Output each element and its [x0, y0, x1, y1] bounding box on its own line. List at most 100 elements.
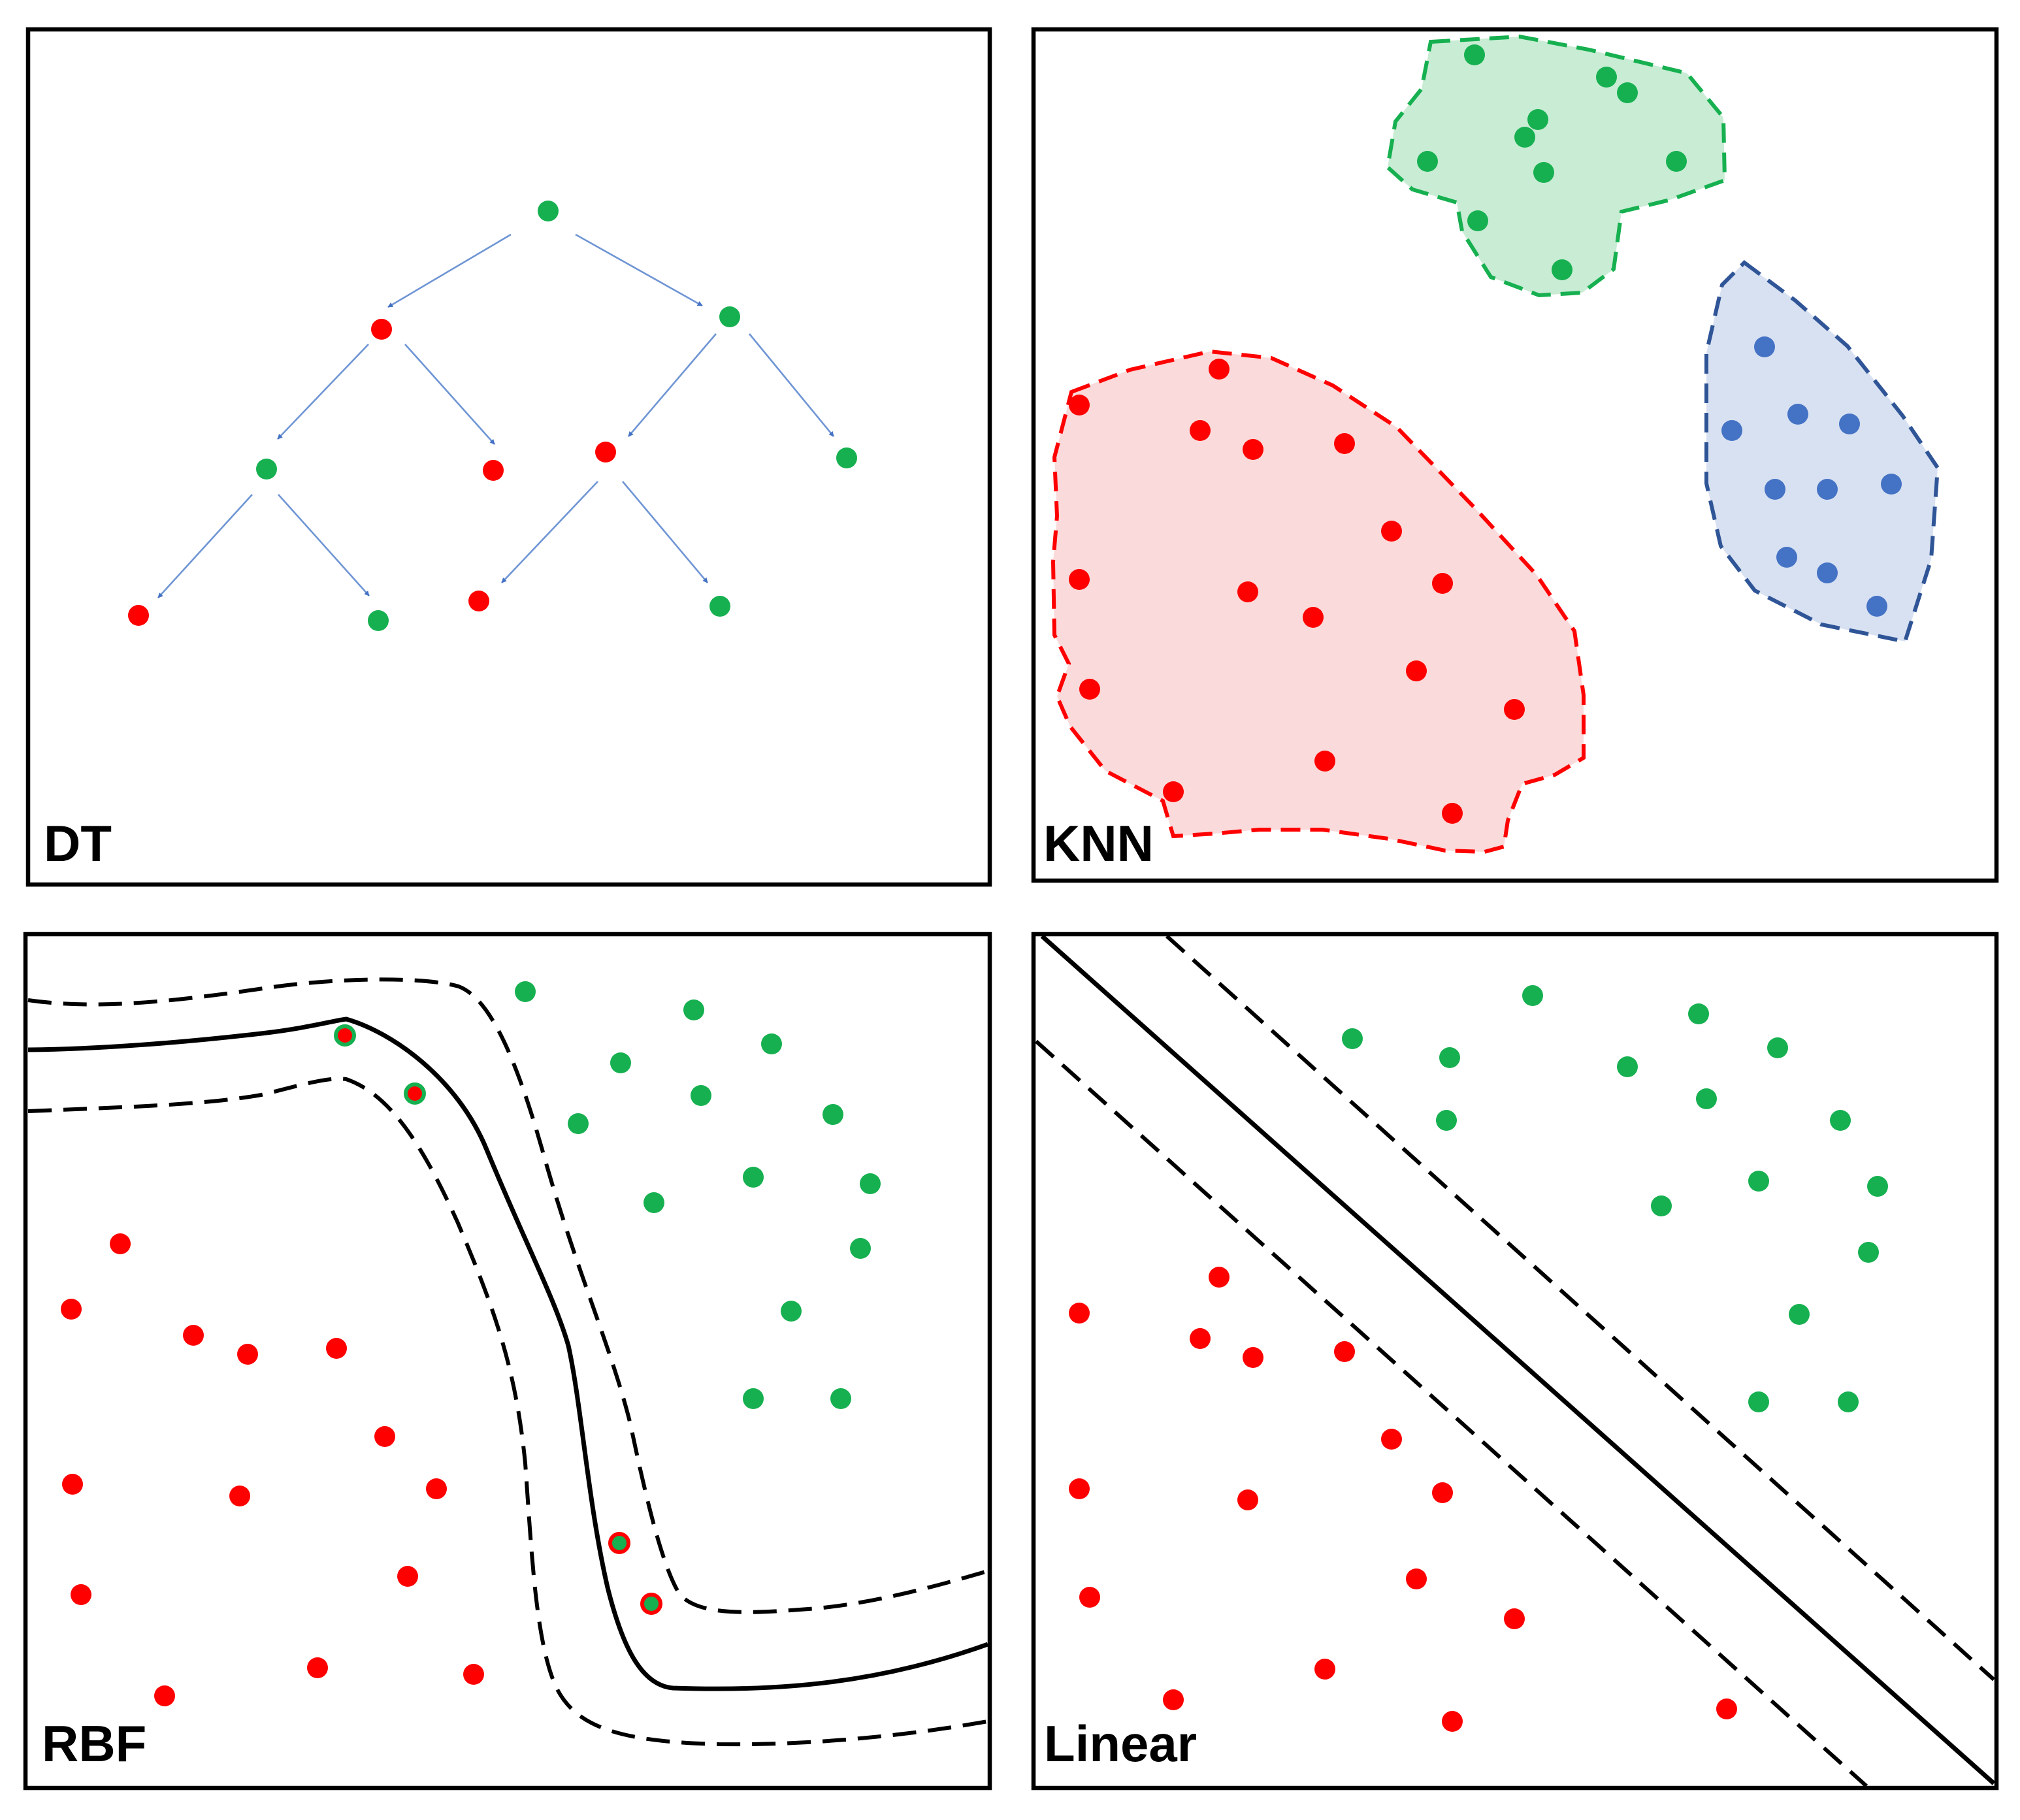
rbf-green-points	[515, 981, 881, 1409]
linear-point-red	[1406, 1568, 1427, 1589]
linear-point-red	[1237, 1489, 1258, 1510]
knn-point-blue	[1721, 420, 1742, 441]
rbf-support-vector	[640, 1593, 662, 1615]
dt-edge	[387, 233, 512, 308]
dt-edge	[748, 333, 835, 437]
rbf-point-green	[691, 1085, 711, 1106]
rbf-point-green	[761, 1033, 782, 1054]
knn-point-red	[1237, 581, 1258, 602]
rbf-point-red	[154, 1685, 175, 1706]
rbf-point-green	[830, 1388, 851, 1409]
knn-point-red	[1243, 439, 1263, 460]
panel-linear-label: Linear	[1044, 1715, 1197, 1772]
dt-node	[719, 306, 740, 327]
dt-edge	[157, 494, 253, 598]
knn-point-green	[1617, 82, 1638, 103]
dt-node	[256, 459, 277, 479]
linear-point-green	[1838, 1391, 1859, 1412]
linear-point-green	[1767, 1037, 1788, 1058]
panel-knn: KNN	[1031, 27, 1999, 883]
linear-point-red	[1334, 1341, 1355, 1362]
linear-point-green	[1867, 1176, 1888, 1197]
rbf-point-green	[515, 981, 536, 1002]
rbf-point-red	[229, 1486, 250, 1506]
linear-boundary	[1040, 934, 1996, 1785]
knn-point-green	[1417, 151, 1438, 172]
dt-node	[368, 610, 389, 631]
linear-point-red	[1243, 1347, 1263, 1368]
rbf-point-red	[307, 1657, 328, 1678]
rbf-point-green	[743, 1167, 764, 1188]
rbf-red-points	[61, 1233, 484, 1706]
knn-point-green	[1527, 109, 1548, 130]
linear-point-green	[1748, 1391, 1769, 1412]
panel-rbf-label: RBF	[42, 1715, 146, 1772]
knn-point-blue	[1881, 474, 1902, 495]
panel-linear: Linear	[1031, 932, 1999, 1791]
dt-node	[128, 605, 149, 626]
dt-node-root	[538, 201, 559, 221]
knn-point-red	[1504, 699, 1525, 720]
rbf-point-red	[61, 1299, 82, 1320]
knn-point-red	[1190, 420, 1211, 441]
linear-point-red	[1163, 1689, 1184, 1710]
panel-knn-label: KNN	[1043, 815, 1154, 872]
linear-point-red	[1381, 1429, 1402, 1450]
knn-point-blue	[1866, 596, 1887, 617]
linear-point-red	[1314, 1659, 1335, 1680]
dt-node	[371, 319, 392, 340]
linear-point-red	[1079, 1587, 1100, 1608]
knn-point-blue	[1754, 336, 1775, 357]
linear-point-red	[1069, 1303, 1090, 1324]
knn-point-red	[1334, 433, 1355, 454]
knn-green-region	[1385, 34, 1727, 298]
rbf-point-green	[643, 1192, 664, 1213]
knn-point-red	[1209, 359, 1230, 380]
knn-point-blue	[1787, 404, 1808, 425]
dt-edge	[404, 344, 495, 445]
knn-point-red	[1314, 751, 1335, 772]
panel-dt-label: DT	[44, 815, 112, 872]
linear-point-green	[1522, 985, 1543, 1006]
rbf-support-vector	[404, 1082, 426, 1105]
rbf-point-green	[568, 1113, 589, 1134]
linear-point-green	[1688, 1003, 1709, 1024]
rbf-point-red	[326, 1338, 347, 1359]
dt-node	[709, 596, 730, 617]
knn-point-green	[1596, 67, 1617, 88]
knn-point-red	[1303, 607, 1324, 628]
linear-point-green	[1342, 1028, 1363, 1049]
knn-point-red	[1432, 573, 1453, 594]
rbf-boundary	[27, 1016, 989, 1691]
dt-edge	[278, 494, 370, 596]
linear-red-points	[1069, 1267, 1737, 1732]
knn-point-green	[1552, 259, 1572, 280]
rbf-margin-lower	[27, 1077, 988, 1747]
linear-point-red	[1504, 1608, 1525, 1629]
rbf-point-green	[860, 1173, 881, 1194]
rbf-point-red	[237, 1344, 258, 1365]
linear-point-red	[1190, 1328, 1211, 1349]
knn-point-green	[1533, 162, 1554, 183]
rbf-point-green	[610, 1052, 631, 1073]
linear-point-red	[1716, 1698, 1737, 1719]
dt-node	[468, 591, 489, 611]
knn-point-red	[1406, 660, 1427, 681]
linear-point-green	[1748, 1171, 1769, 1192]
rbf-point-green	[850, 1238, 871, 1259]
dt-node	[836, 447, 857, 468]
knn-blue-points	[1721, 336, 1902, 617]
knn-green-points	[1417, 44, 1687, 280]
dt-node	[483, 460, 504, 481]
knn-point-red	[1442, 803, 1463, 824]
rbf-point-green	[683, 999, 704, 1020]
knn-red-region	[1051, 349, 1586, 854]
knn-point-blue	[1817, 562, 1838, 583]
knn-point-red	[1163, 781, 1184, 802]
knn-point-red	[1069, 569, 1090, 590]
rbf-margin-upper	[27, 977, 988, 1614]
knn-point-red	[1079, 679, 1100, 700]
panel-dt: DT	[25, 27, 992, 887]
linear-margin-upper	[1165, 934, 1996, 1682]
rbf-point-red	[463, 1664, 484, 1685]
